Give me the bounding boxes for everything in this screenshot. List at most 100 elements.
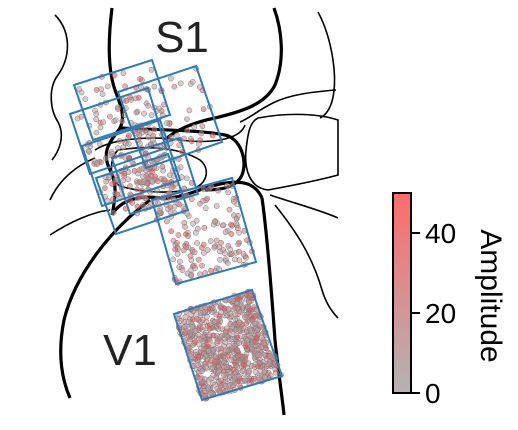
neuron-marker (184, 210, 191, 217)
neuron-marker (133, 109, 140, 116)
neuron-marker (125, 169, 132, 175)
neuron-marker (216, 333, 223, 340)
v1-outer-border (59, 198, 151, 399)
neuron-marker (151, 83, 158, 90)
neuron-marker (201, 186, 207, 193)
neuron-marker (202, 205, 209, 212)
neuron-marker (156, 105, 163, 112)
neuron-marker (201, 345, 208, 352)
neuron-marker (261, 352, 268, 358)
neuron-marker (239, 368, 246, 375)
neuron-marker (188, 354, 195, 360)
neuron-marker (149, 178, 155, 184)
neuron-marker (244, 337, 250, 344)
neuron-marker (187, 336, 193, 343)
neuron-marker (224, 183, 230, 189)
neuron-marker (204, 195, 210, 202)
neuron-marker (167, 208, 174, 215)
neuron-marker (192, 327, 199, 334)
boundary-left-b (49, 209, 111, 236)
fov-7 (172, 288, 284, 402)
neuron-marker (179, 267, 186, 274)
neuron-marker (102, 185, 108, 191)
neuron-marker (254, 326, 261, 333)
neuron-marker (213, 203, 220, 209)
neuron-marker (142, 127, 149, 134)
neuron-marker (202, 363, 209, 370)
neuron-marker (97, 124, 104, 131)
neuron-marker (236, 374, 243, 380)
neuron-marker (182, 314, 189, 320)
colorbar: 0 20 40 Amplitude (392, 192, 507, 409)
neuron-marker (156, 208, 163, 214)
neuron-marker (78, 89, 85, 96)
neuron-marker (234, 305, 241, 312)
neuron-marker (234, 334, 241, 341)
neuron-marker (203, 353, 209, 359)
neuron-marker (189, 78, 196, 85)
neuron-marker (192, 229, 199, 236)
neuron-marker (221, 335, 228, 342)
neuron-marker (206, 326, 213, 332)
neuron-marker (254, 351, 261, 358)
fov-5 (94, 152, 190, 236)
neuron-marker (138, 165, 145, 172)
neuron-marker (220, 371, 227, 378)
neuron-marker (191, 249, 198, 256)
neuron-marker (85, 147, 92, 154)
neuron-marker (113, 180, 119, 186)
neuron-marker (226, 206, 233, 213)
v1-left-border (260, 197, 286, 416)
neuron-marker (201, 250, 207, 256)
neuron-marker (114, 191, 121, 198)
colorbar-tick-label: 40 (425, 218, 456, 249)
neuron-marker (127, 197, 133, 204)
neuron-marker (180, 247, 187, 254)
neuron-marker (236, 248, 242, 255)
region-label-s1: S1 (155, 13, 209, 62)
neuron-marker (222, 347, 229, 354)
neuron-marker (140, 179, 147, 185)
neuron-marker (82, 96, 89, 102)
fov-1 (72, 58, 172, 142)
neuron-marker (120, 177, 126, 184)
neuron-marker (142, 195, 149, 202)
neuron-marker (176, 201, 183, 208)
neuron-marker (206, 332, 212, 338)
neuron-marker (168, 228, 175, 235)
neuron-marker (211, 381, 218, 388)
neuron-marker (209, 132, 216, 139)
neuron-marker (199, 368, 205, 374)
neuron-marker (110, 209, 117, 216)
boundary-top-left (50, 14, 69, 161)
neuron-marker (148, 66, 155, 73)
neuron-marker (99, 91, 106, 98)
fields-of-view (68, 58, 284, 402)
neuron-marker (177, 80, 184, 87)
neuron-marker (222, 229, 229, 235)
neuron-marker (218, 377, 225, 384)
neuron-marker (266, 353, 273, 359)
neuron-marker (195, 256, 202, 263)
fov-6 (150, 176, 258, 286)
neuron-marker (132, 95, 139, 102)
neuron-marker (236, 257, 243, 264)
neuron-marker (207, 358, 214, 364)
neuron-marker (197, 375, 203, 382)
neuron-marker (94, 159, 101, 166)
neuron-marker (236, 319, 243, 326)
neuron-marker (261, 369, 268, 376)
neuron-marker (174, 240, 180, 246)
colorbar-gradient (392, 192, 412, 394)
neuron-marker (228, 251, 235, 257)
neuron-marker (192, 338, 199, 345)
boundary-left-a (49, 157, 96, 201)
region-label-v1: V1 (103, 326, 157, 375)
neuron-marker (249, 345, 255, 352)
neuron-markers (74, 65, 284, 402)
neuron-marker (225, 305, 232, 312)
neuron-marker (261, 374, 268, 381)
neuron-marker (119, 118, 126, 125)
neuron-marker (96, 141, 103, 147)
neuron-marker (188, 138, 195, 145)
